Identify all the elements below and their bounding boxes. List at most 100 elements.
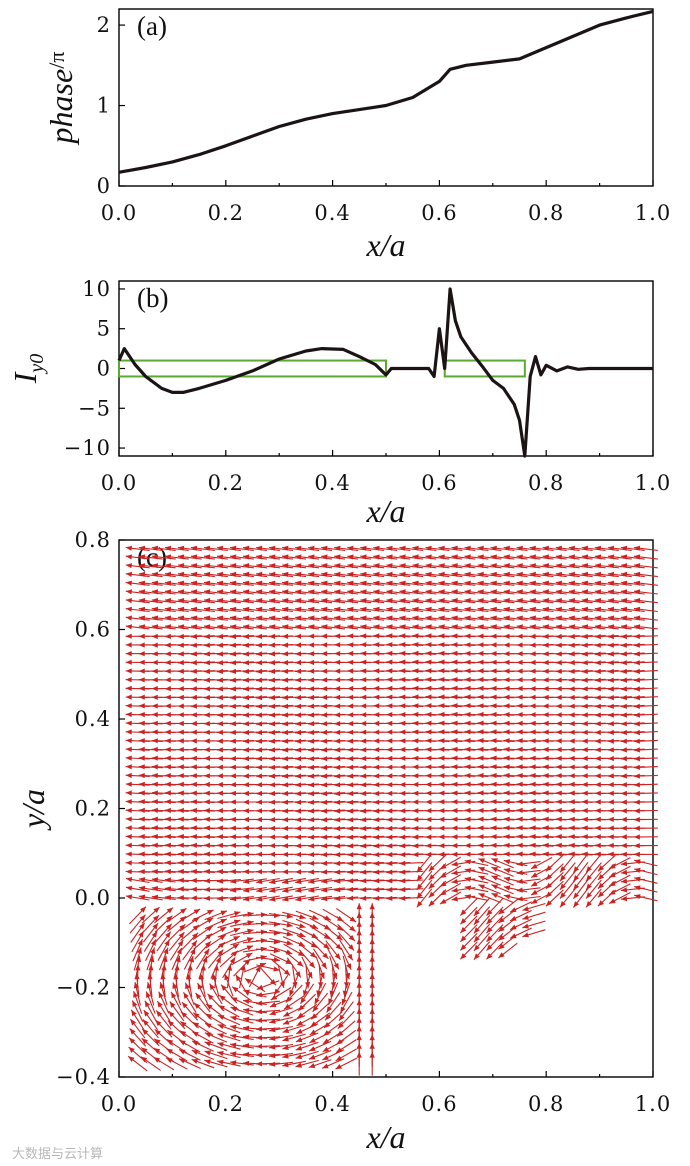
arrow-head [609, 898, 616, 904]
arrow-head [164, 615, 172, 621]
arrow-head [282, 606, 289, 612]
vector-arrow [425, 554, 450, 560]
arrow-head [529, 580, 536, 586]
arrow-head [373, 642, 380, 648]
arrow-head [531, 898, 538, 904]
arrow-head [373, 633, 380, 639]
vector-arrow [386, 545, 411, 551]
arrow-head [321, 764, 328, 770]
vector-arrow [282, 598, 307, 604]
vector-arrow [347, 869, 372, 875]
arrow-head [542, 781, 549, 787]
vector-arrow [633, 843, 658, 849]
arrow-head [203, 816, 210, 822]
arrow-head [138, 885, 146, 891]
arrow-head [620, 554, 628, 560]
arrow-head [138, 589, 146, 595]
arrow-head [269, 869, 275, 875]
vector-arrow [633, 580, 658, 586]
vector-arrow [608, 892, 631, 904]
vector-arrow [164, 877, 189, 883]
vector-arrow [477, 738, 502, 744]
arrow-head [503, 642, 510, 648]
arrow-head [151, 746, 158, 753]
vector-arrow [620, 571, 645, 578]
arrow-head [620, 896, 628, 902]
arrow-head [243, 869, 249, 875]
vector-arrow [334, 895, 359, 902]
arrow-head [555, 773, 562, 779]
arrow-head [438, 554, 445, 560]
vector-arrow [347, 598, 372, 604]
green-rectangle [118, 359, 387, 378]
vector-arrow [242, 580, 267, 586]
vector-arrow [516, 554, 541, 560]
arrow-head [581, 747, 588, 753]
arrow-head [386, 677, 393, 683]
arrow-head [607, 782, 614, 788]
arrow-head [620, 816, 627, 823]
arrow-head [125, 790, 132, 796]
arrow-head [529, 790, 536, 796]
vector-arrow [425, 633, 450, 639]
arrow-head [555, 677, 562, 683]
arrow-head [438, 659, 445, 665]
arrow-head [425, 589, 432, 595]
vector-arrow [555, 615, 580, 621]
arrow-head [151, 598, 159, 604]
arrow-head [125, 659, 132, 665]
vector-arrow [321, 817, 346, 823]
arrow-head [620, 633, 627, 640]
arrow-head [229, 860, 236, 866]
vector-arrow [633, 571, 658, 578]
arrow-head [386, 668, 393, 674]
arrow-head [568, 624, 575, 630]
arrow-head [164, 851, 171, 857]
arrow-head [412, 694, 419, 700]
arrow-head [177, 651, 184, 657]
arrow-head [633, 843, 640, 849]
vector-arrow [399, 580, 424, 586]
vector-arrow [568, 606, 593, 613]
arrow-head [308, 615, 315, 621]
arrow-head [607, 651, 614, 657]
arrow-head [555, 738, 562, 744]
arrow-head [138, 642, 145, 648]
vector-arrow [151, 842, 176, 848]
vector-arrow [503, 825, 528, 831]
vector-arrow [347, 808, 372, 814]
arrow-head [399, 747, 406, 753]
vector-arrow [190, 545, 215, 551]
vector-arrow [572, 879, 589, 900]
arrow-head [125, 677, 132, 683]
vector-arrow [412, 563, 437, 569]
vector-arrow [386, 563, 411, 569]
arrow-head [477, 624, 484, 630]
vector-arrow [308, 878, 333, 884]
arrow-head [373, 563, 380, 569]
arrow-head [177, 563, 185, 569]
arrow-head [529, 598, 536, 604]
vector-arrow [321, 571, 346, 578]
arrow-head [243, 747, 250, 753]
arrow-head [478, 858, 485, 864]
arrow-head [464, 545, 471, 551]
vector-arrow [399, 633, 424, 639]
arrow-head [151, 773, 158, 779]
vector-arrow [256, 624, 280, 630]
arrow-head [529, 851, 536, 857]
arrow-head [503, 859, 511, 865]
vector-arrow [242, 598, 267, 604]
vector-arrow [321, 580, 346, 586]
vector-arrow [464, 729, 489, 735]
arrow-head [542, 729, 549, 735]
arrow-head [503, 834, 510, 840]
x-tick-label: 0.4 [314, 201, 350, 225]
vector-arrow [490, 825, 515, 831]
y-tick-label: 0 [97, 357, 111, 381]
arrow-head [490, 624, 497, 630]
arrow-head [216, 747, 223, 753]
arrow-head [256, 660, 263, 666]
vector-arrow [633, 738, 658, 744]
arrow-head [620, 589, 628, 595]
